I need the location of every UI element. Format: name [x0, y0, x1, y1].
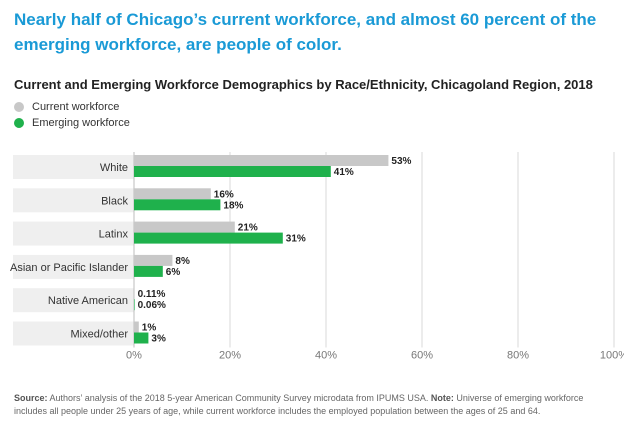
category-label: Mixed/other: [71, 329, 129, 341]
category-label: White: [100, 162, 128, 174]
data-label: 6%: [166, 267, 181, 278]
x-tick-label: 60%: [411, 350, 433, 362]
category-band: [13, 221, 134, 246]
legend: Current workforce Emerging workforce: [14, 99, 130, 131]
x-tick-label: 100%: [600, 350, 624, 362]
data-label: 0.11%: [138, 289, 166, 300]
bar-chart: White Black Latinx Asian or Pacific Islande…: [10, 152, 624, 362]
bar-current: [134, 221, 235, 233]
legend-swatch-current: [14, 102, 24, 112]
bar-current: [134, 188, 211, 200]
bar-emerging: [134, 332, 149, 344]
data-label: 21%: [238, 223, 258, 234]
data-label: 0.06%: [138, 300, 166, 311]
bar-current: [134, 155, 389, 166]
source-note: Source: Authors’ analysis of the 2018 5-…: [14, 392, 616, 418]
note-text: Universe of emerging workforce includes …: [14, 393, 584, 416]
legend-label-emerging: Emerging workforce: [32, 117, 130, 129]
x-tick-label: 80%: [507, 350, 529, 362]
x-tick-label: 40%: [315, 350, 337, 362]
legend-item-current: Current workforce: [14, 99, 130, 115]
category-label: Black: [101, 195, 128, 207]
data-label: 16%: [214, 189, 234, 200]
x-tick-label: 0%: [126, 350, 142, 362]
category-band: [13, 288, 134, 313]
bar-emerging: [134, 199, 221, 211]
category-label: Latinx: [99, 229, 129, 241]
data-label: 41%: [334, 167, 354, 178]
note-label: Note:: [430, 393, 454, 403]
category-label: Native American: [48, 295, 128, 307]
chart-title: Current and Emerging Workforce Demograph…: [14, 77, 593, 92]
data-label: 18%: [223, 200, 243, 211]
headline: Nearly half of Chicago’s current workfor…: [14, 10, 597, 54]
bar-current: [134, 254, 173, 266]
category-band: [13, 254, 134, 279]
legend-swatch-emerging: [14, 118, 24, 128]
category-band: [13, 155, 134, 179]
data-label: 31%: [286, 234, 306, 245]
legend-item-emerging: Emerging workforce: [14, 115, 130, 131]
data-label: 1%: [142, 323, 157, 334]
bar-emerging: [134, 166, 331, 177]
data-label: 53%: [391, 156, 411, 167]
category-label: Asian or Pacific Islander: [10, 262, 128, 274]
x-tick-label: 20%: [219, 350, 241, 362]
bar-emerging: [134, 232, 283, 244]
legend-label-current: Current workforce: [32, 101, 120, 113]
bar-emerging: [134, 265, 163, 277]
bar-emerging: [134, 299, 135, 311]
source-label: Source:: [14, 393, 48, 403]
bar-current: [134, 288, 135, 300]
bar-current: [134, 321, 139, 333]
category-band: [13, 188, 134, 213]
data-label: 8%: [175, 256, 190, 267]
category-band: [13, 321, 134, 346]
source-text: Authors’ analysis of the 2018 5-year Ame…: [47, 393, 431, 403]
data-label: 3%: [151, 334, 166, 345]
